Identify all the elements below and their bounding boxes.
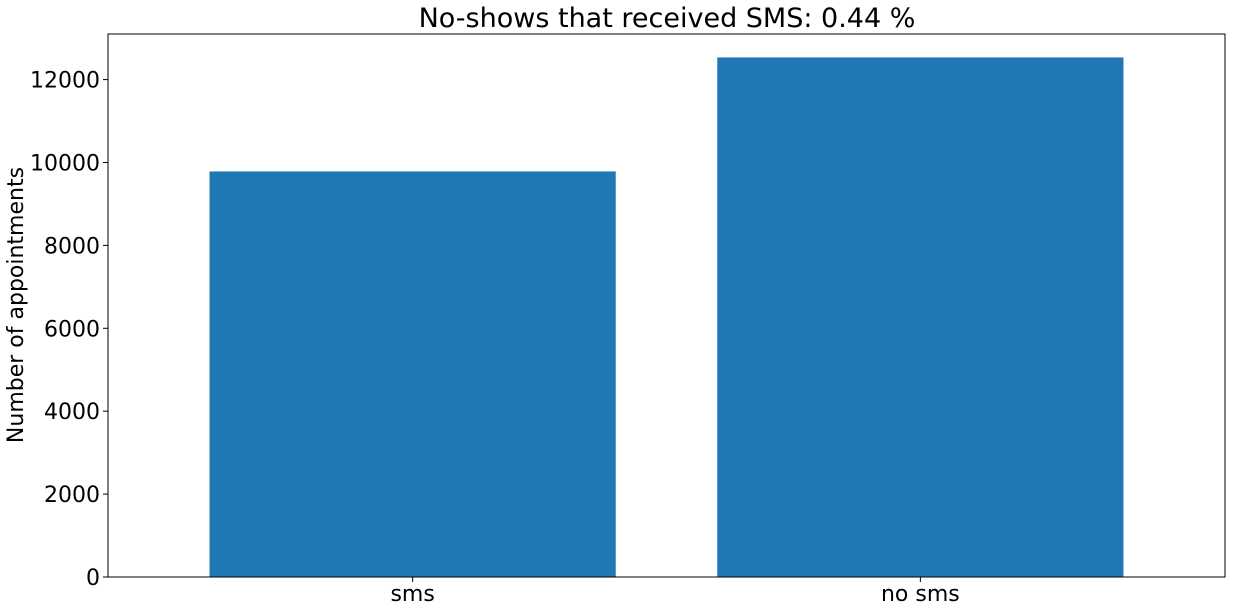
x-tick-label: no sms: [881, 582, 960, 607]
y-tick-label: 4000: [44, 400, 100, 425]
y-tick-label: 2000: [44, 483, 100, 508]
y-axis-ticks: 0 2000 4000 6000 8000 10000 12000: [30, 69, 108, 591]
y-tick-label: 12000: [30, 69, 100, 94]
plot-area-frame: [107, 33, 1226, 578]
y-tick-label: 8000: [44, 234, 100, 259]
y-tick-label: 6000: [44, 317, 100, 342]
y-tick-label: 10000: [30, 151, 100, 176]
y-axis-label: Number of appointments: [4, 167, 29, 443]
chart-title: No-shows that received SMS: 0.44 %: [419, 3, 916, 34]
bar-sms: [209, 171, 616, 577]
x-tick-label: sms: [390, 582, 434, 607]
bars-group: [209, 57, 1124, 578]
y-tick-label: 0: [86, 566, 100, 591]
x-axis-ticks: sms no sms: [390, 577, 960, 607]
bar-no-sms: [717, 57, 1124, 578]
